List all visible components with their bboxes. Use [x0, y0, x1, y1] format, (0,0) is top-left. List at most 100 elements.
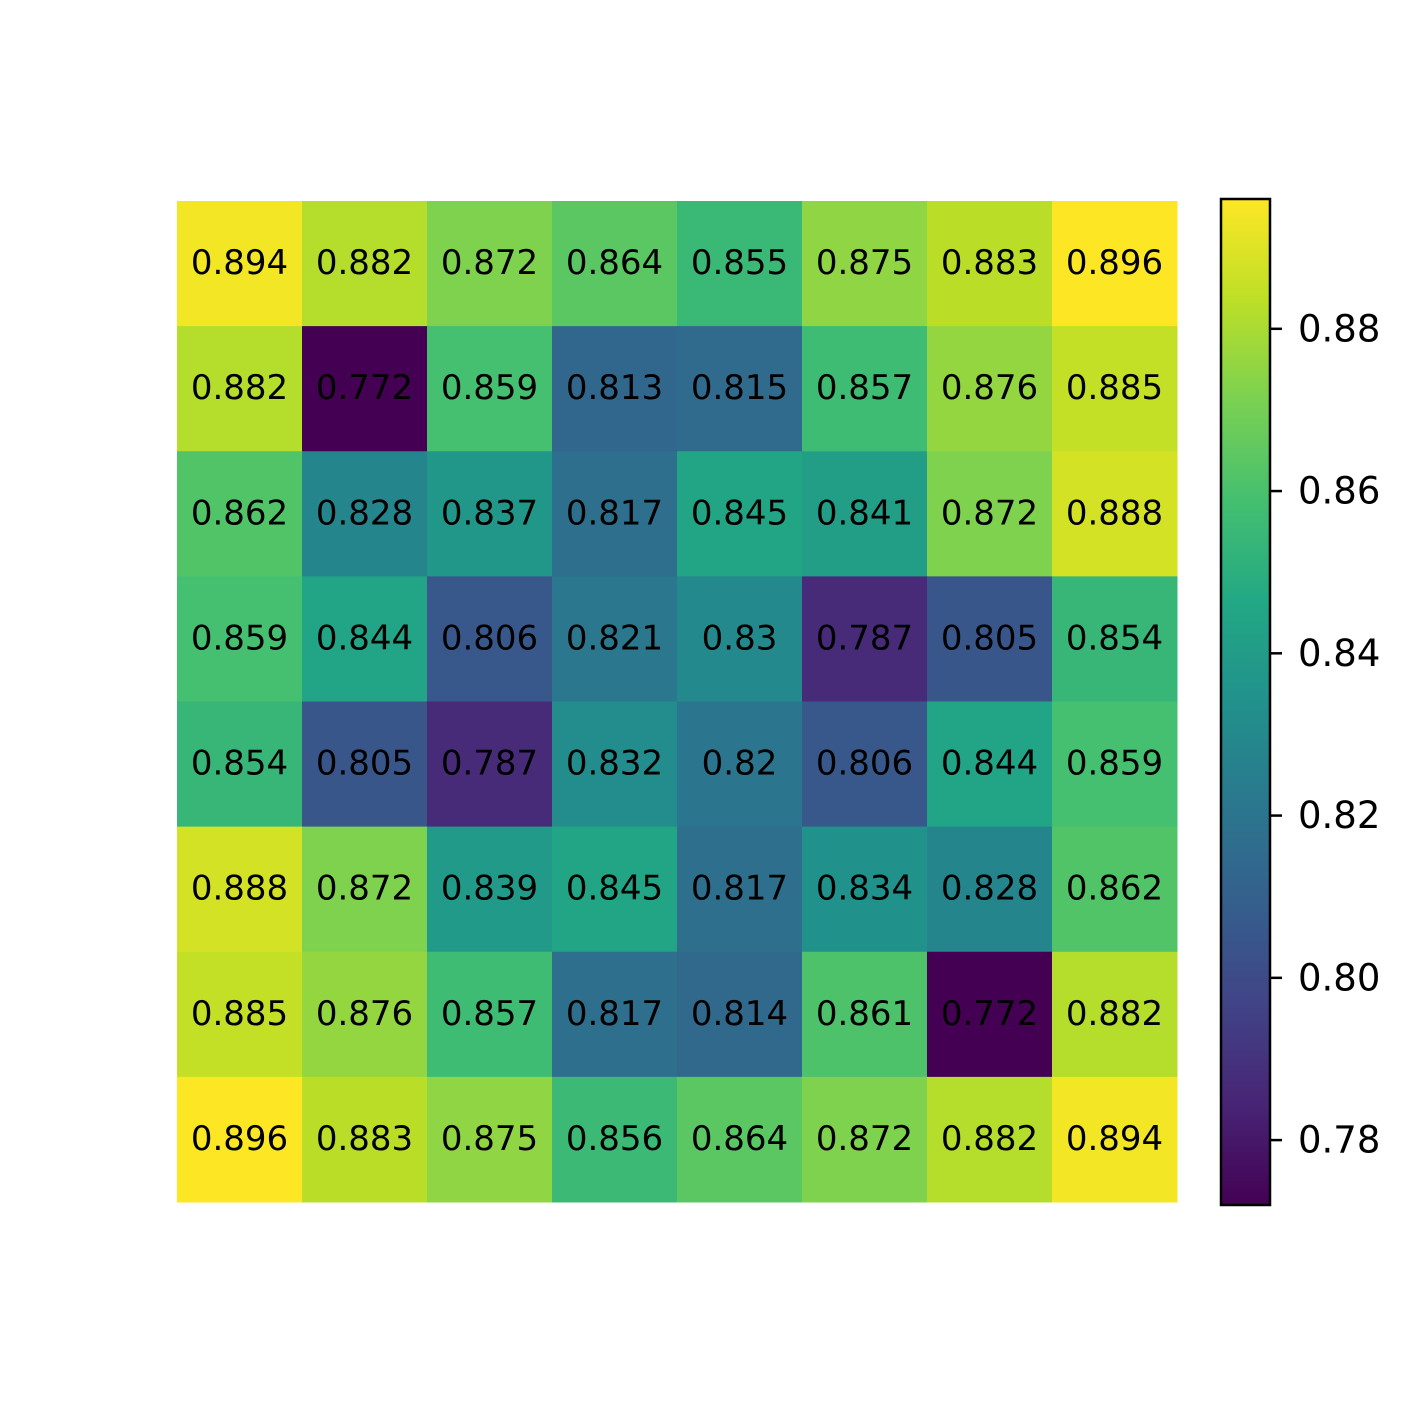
heatmap-cell: [927, 951, 1053, 1078]
cell-label: 0.772: [941, 994, 1038, 1034]
cell-label: 0.862: [191, 493, 288, 533]
cell-label: 0.813: [566, 368, 663, 408]
heatmap-cell: [677, 451, 803, 577]
cell-label: 0.814: [691, 994, 788, 1034]
cell-label: 0.876: [941, 368, 1038, 408]
heatmap-cell: [177, 701, 303, 828]
cell-label: 0.806: [441, 618, 538, 658]
heatmap-cell: [302, 326, 428, 452]
heatmap-cell: [927, 326, 1053, 452]
cell-label: 0.815: [691, 368, 788, 408]
heatmap-cell: [302, 701, 428, 828]
cell-label: 0.861: [816, 994, 913, 1034]
cell-label: 0.828: [941, 869, 1038, 909]
cell-label: 0.896: [191, 1119, 288, 1159]
cell-label: 0.805: [316, 744, 413, 784]
heatmap-cell: [177, 576, 303, 702]
cell-label: 0.787: [441, 744, 538, 784]
heatmap-cell: [802, 576, 928, 702]
heatmap-cell: [802, 326, 928, 452]
heatmap-cell: [927, 826, 1053, 953]
cell-label: 0.839: [441, 869, 538, 909]
cell-label: 0.872: [316, 869, 413, 909]
colorbar-tick-label: 0.86: [1298, 470, 1380, 513]
cell-label: 0.872: [441, 243, 538, 283]
cell-label: 0.772: [316, 368, 413, 408]
cell-label: 0.864: [566, 243, 663, 283]
cell-label: 0.888: [1066, 493, 1163, 533]
heatmap-cell: [677, 201, 803, 327]
colorbar-tick-label: 0.88: [1298, 307, 1380, 350]
colorbar-tick-label: 0.80: [1298, 956, 1380, 999]
heatmap-cell: [927, 576, 1053, 702]
colorbar-tick-label: 0.82: [1298, 794, 1380, 837]
cell-label: 0.875: [816, 243, 913, 283]
cell-label: 0.834: [816, 869, 913, 909]
heatmap-cell: [802, 451, 928, 577]
heatmap-cell: [177, 326, 303, 452]
cell-label: 0.817: [691, 869, 788, 909]
heatmap-cell: [427, 951, 553, 1078]
cell-label: 0.872: [816, 1119, 913, 1159]
cell-label: 0.882: [1066, 994, 1163, 1034]
cell-label: 0.817: [566, 493, 663, 533]
colorbar: [1219, 197, 1272, 1207]
cell-label: 0.882: [316, 243, 413, 283]
cell-label: 0.856: [566, 1119, 663, 1159]
cell-label: 0.855: [691, 243, 788, 283]
cell-label: 0.883: [941, 243, 1038, 283]
colorbar-tick-label: 0.84: [1298, 632, 1380, 675]
heatmap-cell: [1052, 826, 1178, 953]
heatmap-cell: [1052, 701, 1178, 828]
cell-label: 0.872: [941, 493, 1038, 533]
heatmap-cell: [802, 951, 928, 1078]
heatmap-cell: [1052, 326, 1178, 452]
heatmap-cell: [552, 951, 678, 1078]
cell-label: 0.859: [1066, 744, 1163, 784]
heatmap-cell: [927, 201, 1053, 327]
heatmap-cell: [677, 701, 803, 828]
heatmap-cell: [302, 826, 428, 953]
colorbar-tick-label: 0.78: [1298, 1119, 1380, 1162]
heatmap-cell: [802, 826, 928, 953]
cell-label: 0.806: [816, 744, 913, 784]
cell-label: 0.787: [816, 618, 913, 658]
heatmap-cell: [1052, 951, 1178, 1078]
cell-label: 0.896: [1066, 243, 1163, 283]
heatmap-cell: [552, 576, 678, 702]
cell-label: 0.894: [1066, 1119, 1163, 1159]
heatmap-cell: [552, 701, 678, 828]
cell-label: 0.875: [441, 1119, 538, 1159]
heatmap-cell: [427, 576, 553, 702]
heatmap-cell: [177, 826, 303, 953]
cell-label: 0.82: [702, 744, 778, 784]
cell-label: 0.885: [1066, 368, 1163, 408]
heatmap-cell: [1052, 451, 1178, 577]
heatmap-cell: [552, 451, 678, 577]
heatmap-cell: [1052, 1076, 1178, 1203]
heatmap-cell: [677, 576, 803, 702]
cell-label: 0.882: [191, 368, 288, 408]
cell-label: 0.805: [941, 618, 1038, 658]
heatmap-cell: [677, 326, 803, 452]
heatmap-cell: [802, 201, 928, 327]
heatmap-cell: [802, 701, 928, 828]
cell-label: 0.832: [566, 744, 663, 784]
cell-label: 0.845: [566, 869, 663, 909]
heatmap-cell: [1052, 576, 1178, 702]
heatmap-cell: [552, 1076, 678, 1203]
cell-label: 0.844: [316, 618, 413, 658]
heatmap-cell: [427, 1076, 553, 1203]
heatmap-cell: [427, 201, 553, 327]
heatmap-cell: [427, 451, 553, 577]
cell-label: 0.844: [941, 744, 1038, 784]
cell-label: 0.859: [441, 368, 538, 408]
heatmap-cell: [302, 951, 428, 1078]
cell-label: 0.876: [316, 994, 413, 1034]
heatmap-cell: [427, 701, 553, 828]
heatmap-cell: [177, 201, 303, 327]
cell-label: 0.854: [191, 744, 288, 784]
cell-label: 0.885: [191, 994, 288, 1034]
heatmap-cell: [677, 951, 803, 1078]
heatmap-cell: [927, 451, 1053, 577]
